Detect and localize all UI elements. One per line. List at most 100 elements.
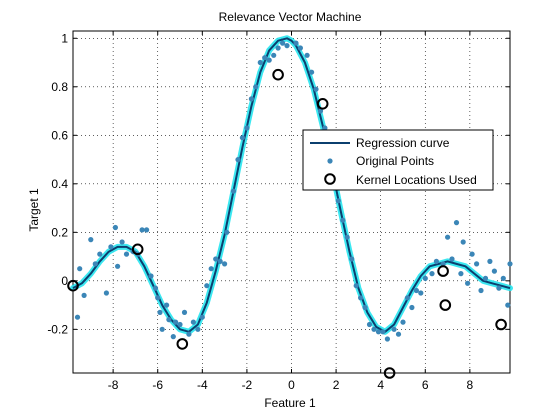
x-tick-label: 6 (422, 378, 429, 392)
legend-marker-swatch (324, 173, 336, 185)
original-point (257, 59, 263, 66)
original-point (77, 266, 83, 272)
kernel-location-marker (131, 243, 144, 256)
original-point (230, 188, 237, 194)
original-point (317, 108, 324, 114)
original-point (422, 275, 428, 281)
y-tick-label: 0.8 (51, 80, 68, 94)
original-point (440, 261, 446, 267)
original-point (322, 125, 328, 131)
original-point (224, 229, 230, 235)
plot-area (72, 30, 511, 374)
original-point (253, 84, 259, 90)
original-point (445, 234, 451, 240)
original-point (266, 57, 272, 63)
original-point (505, 302, 511, 308)
kernel-location-marker (495, 318, 507, 331)
x-tick-label: 4 (377, 378, 384, 392)
regression-curve (72, 37, 511, 333)
original-point (409, 304, 415, 311)
original-point (429, 271, 435, 277)
original-point (507, 261, 513, 267)
original-point (170, 334, 176, 340)
original-point (482, 275, 489, 281)
x-tick-label: -6 (152, 378, 163, 392)
original-point (349, 256, 355, 262)
original-point (458, 271, 464, 277)
original-point (491, 268, 497, 274)
x-tick-label: 8 (467, 378, 474, 392)
y-tick-label: 0 (61, 274, 68, 288)
original-point (404, 295, 410, 301)
kernel-location-marker (272, 68, 284, 81)
original-point (186, 331, 192, 337)
grid-lines (73, 31, 510, 373)
original-point (487, 258, 493, 264)
original-point (340, 217, 346, 223)
kernel-locations-layer (67, 68, 507, 379)
original-point (335, 198, 341, 204)
original-point (244, 125, 250, 131)
original-point (166, 317, 172, 323)
original-point (313, 86, 319, 92)
original-point (395, 331, 402, 337)
original-point (362, 304, 368, 311)
x-tick-label: -2 (242, 378, 253, 392)
legend-label-regression: Regression curve (356, 136, 450, 150)
original-point (159, 326, 165, 332)
original-point (478, 287, 484, 294)
original-point (195, 326, 201, 332)
original-point (123, 251, 130, 257)
original-point (204, 283, 210, 289)
original-point (81, 292, 87, 298)
original-point (177, 321, 183, 328)
original-point (190, 319, 196, 325)
original-point (164, 302, 170, 308)
y-tick-label: 1 (61, 31, 68, 45)
original-point (413, 287, 419, 294)
kernel-location-marker (67, 279, 79, 292)
original-point (304, 52, 310, 58)
original-point (208, 266, 214, 272)
original-point (366, 321, 373, 328)
kernel-location-marker (176, 338, 189, 350)
y-tick-label: -0.2 (47, 322, 68, 336)
original-point (181, 309, 188, 315)
original-point (293, 40, 299, 46)
original-point (449, 256, 455, 262)
y-tick-label: 0.2 (51, 225, 68, 239)
original-point (400, 319, 406, 325)
original-point (74, 314, 81, 320)
original-point (344, 234, 350, 240)
original-point (199, 314, 205, 320)
y-axis: -0.2 0 0.2 0.4 0.6 0.8 1 (47, 31, 510, 336)
original-point (391, 326, 397, 332)
original-point (500, 275, 506, 281)
original-point (375, 329, 382, 335)
original-point (173, 319, 179, 325)
original-point (108, 244, 114, 250)
original-point (297, 45, 303, 51)
original-point (248, 96, 254, 102)
original-point (284, 43, 290, 49)
original-point (384, 336, 390, 342)
original-point (309, 69, 315, 75)
x-axis-title: Feature 1 (264, 396, 316, 410)
x-tick-label: 2 (333, 378, 340, 392)
y-tick-label: 0.6 (51, 128, 68, 142)
original-point (213, 256, 219, 262)
legend: Regression curve Original Points Kernel … (302, 129, 494, 191)
kernel-location-marker (316, 98, 329, 110)
original-point (97, 251, 103, 257)
legend-label-kernels: Kernel Locations Used (356, 173, 477, 187)
original-point (239, 135, 245, 141)
original-point (115, 263, 121, 269)
original-point (474, 261, 480, 267)
original-point (222, 261, 228, 267)
kernel-location-marker (439, 299, 452, 311)
original-point (148, 273, 154, 279)
original-point (144, 227, 150, 233)
original-point (358, 295, 364, 301)
original-point (152, 285, 159, 291)
